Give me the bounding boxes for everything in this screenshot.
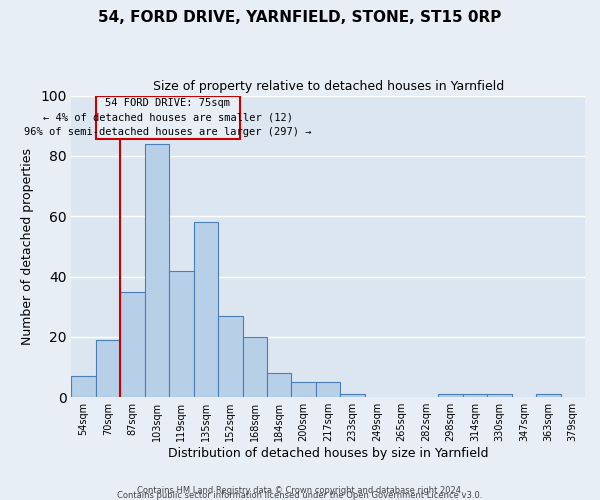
X-axis label: Distribution of detached houses by size in Yarnfield: Distribution of detached houses by size … [168, 447, 488, 460]
Bar [145, 144, 169, 397]
Bar [71, 376, 96, 397]
Bar [487, 394, 512, 397]
Text: Contains HM Land Registry data © Crown copyright and database right 2024.: Contains HM Land Registry data © Crown c… [137, 486, 463, 495]
Text: ← 4% of detached houses are smaller (12): ← 4% of detached houses are smaller (12) [43, 112, 293, 122]
Bar [96, 340, 120, 397]
Bar [536, 394, 560, 397]
Bar [242, 337, 267, 397]
Bar [292, 382, 316, 397]
Bar [463, 394, 487, 397]
Text: 54, FORD DRIVE, YARNFIELD, STONE, ST15 0RP: 54, FORD DRIVE, YARNFIELD, STONE, ST15 0… [98, 10, 502, 25]
Y-axis label: Number of detached properties: Number of detached properties [22, 148, 34, 345]
Bar [120, 292, 145, 397]
Text: 96% of semi-detached houses are larger (297) →: 96% of semi-detached houses are larger (… [24, 127, 311, 137]
Bar [194, 222, 218, 397]
Bar [340, 394, 365, 397]
Title: Size of property relative to detached houses in Yarnfield: Size of property relative to detached ho… [152, 80, 504, 93]
Text: 54 FORD DRIVE: 75sqm: 54 FORD DRIVE: 75sqm [106, 98, 230, 108]
Bar [218, 316, 242, 397]
Bar [438, 394, 463, 397]
Bar [169, 270, 194, 397]
Bar [316, 382, 340, 397]
Text: Contains public sector information licensed under the Open Government Licence v3: Contains public sector information licen… [118, 491, 482, 500]
Bar [267, 373, 292, 397]
Bar [96, 96, 240, 140]
